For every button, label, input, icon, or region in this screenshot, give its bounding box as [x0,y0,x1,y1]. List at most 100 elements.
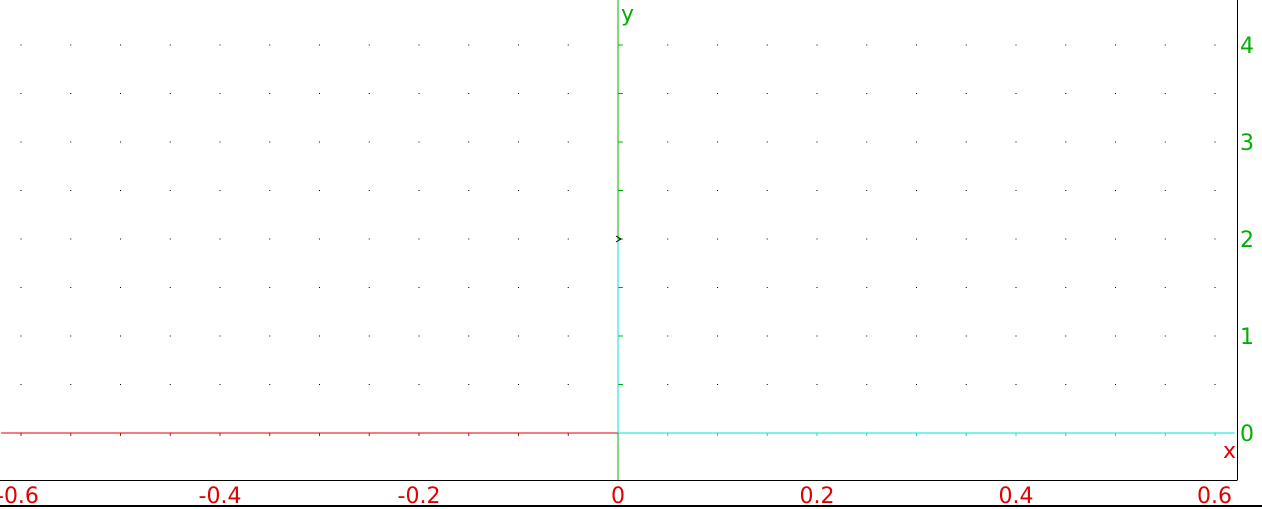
grid-dot [468,141,470,143]
grid-dot [816,335,818,337]
grid-dot [120,141,121,143]
grid-dot [319,44,320,46]
grid-dot [418,335,420,337]
grid-dot [1214,141,1216,143]
grid-dot [219,44,221,46]
grid-dot [866,93,868,94]
grid-dot [965,335,967,337]
grid-dot [518,190,519,191]
grid-dot [169,44,171,46]
grid-dot [169,238,171,240]
grid-dot [1015,335,1017,337]
grid-dot [567,335,569,337]
grid-dot [269,93,271,94]
grid-dots [20,44,1216,385]
grid-dot [1015,44,1017,46]
grid-dot [766,93,768,94]
y-tick-label: 1 [1240,325,1254,350]
x-tick-label: 0.6 [1197,484,1232,509]
grid-dot [866,287,868,288]
x-axis-ticks: -0.6 -0.4 -0.2 0 0.2 0.4 0.6 [0,484,1232,509]
grid-dot [1065,93,1067,94]
grid-dot [1214,287,1216,288]
grid-dot [717,384,718,385]
grid-dot [916,141,917,143]
grid-dot [567,44,569,46]
grid-dot [567,384,569,385]
grid-dot [368,238,370,240]
y-axis-label: y [621,2,634,27]
grid-dot [1115,335,1116,337]
grid-dot [916,44,917,46]
grid-dot [418,238,420,240]
grid-dot [20,93,22,94]
grid-dot [916,190,917,191]
grid-dot [418,141,420,143]
grid-dot [319,384,320,385]
grid-dot [169,93,171,94]
grid-dot [866,238,868,240]
grid-dot [70,335,72,337]
grid-dot [518,384,519,385]
grid-dot [120,190,121,191]
y-tick-label: 4 [1240,34,1254,59]
y-tick-label: 3 [1240,131,1254,156]
grid-dot [1065,141,1067,143]
grid-dot [70,93,72,94]
grid-dot [20,335,22,337]
grid-dot [1115,44,1116,46]
grid-dot [1164,141,1166,143]
x-tick-label: -0.4 [199,484,242,509]
grid-dot [219,384,221,385]
grid-dot [518,141,519,143]
grid-dot [717,335,718,337]
grid-dot [816,384,818,385]
grid-dot [219,238,221,240]
grid-dot [1015,384,1017,385]
grid-dot [169,335,171,337]
grid-dot [1214,190,1216,191]
grid-dot [717,141,718,143]
x-tick-label: -0.6 [0,484,39,509]
grid-dot [418,190,420,191]
grid-dot [70,44,72,46]
grid-dot [368,141,370,143]
grid-dot [269,44,271,46]
grid-dot [319,335,320,337]
grid-dot [1065,384,1067,385]
grid-dot [667,93,669,94]
grid-dot [667,190,669,191]
grid-dot [1015,238,1017,240]
grid-dot [567,190,569,191]
grid-dot [169,190,171,191]
grid-dot [70,287,72,288]
grid-dot [20,190,22,191]
grid-dot [1214,335,1216,337]
grid-dot [468,44,470,46]
grid-dot [368,93,370,94]
y-axis-ticks: 0 1 2 3 4 [1240,34,1254,447]
data-series [1,235,1235,436]
grid-dot [1065,287,1067,288]
grid-dot [916,335,917,337]
grid-dot [816,287,818,288]
grid-dot [1164,238,1166,240]
grid-dot [1214,93,1216,94]
grid-dot [169,141,171,143]
grid-dot [20,44,22,46]
grid-dot [169,287,171,288]
grid-dot [916,384,917,385]
grid-dot [70,141,72,143]
grid-dot [1164,335,1166,337]
grid-dot [766,384,768,385]
grid-dot [319,238,320,240]
grid-dot [567,238,569,240]
grid-dot [70,384,72,385]
grid-dot [717,93,718,94]
grid-dot [667,44,669,46]
grid-dot [1065,335,1067,337]
grid-dot [965,93,967,94]
grid-dot [1214,238,1216,240]
